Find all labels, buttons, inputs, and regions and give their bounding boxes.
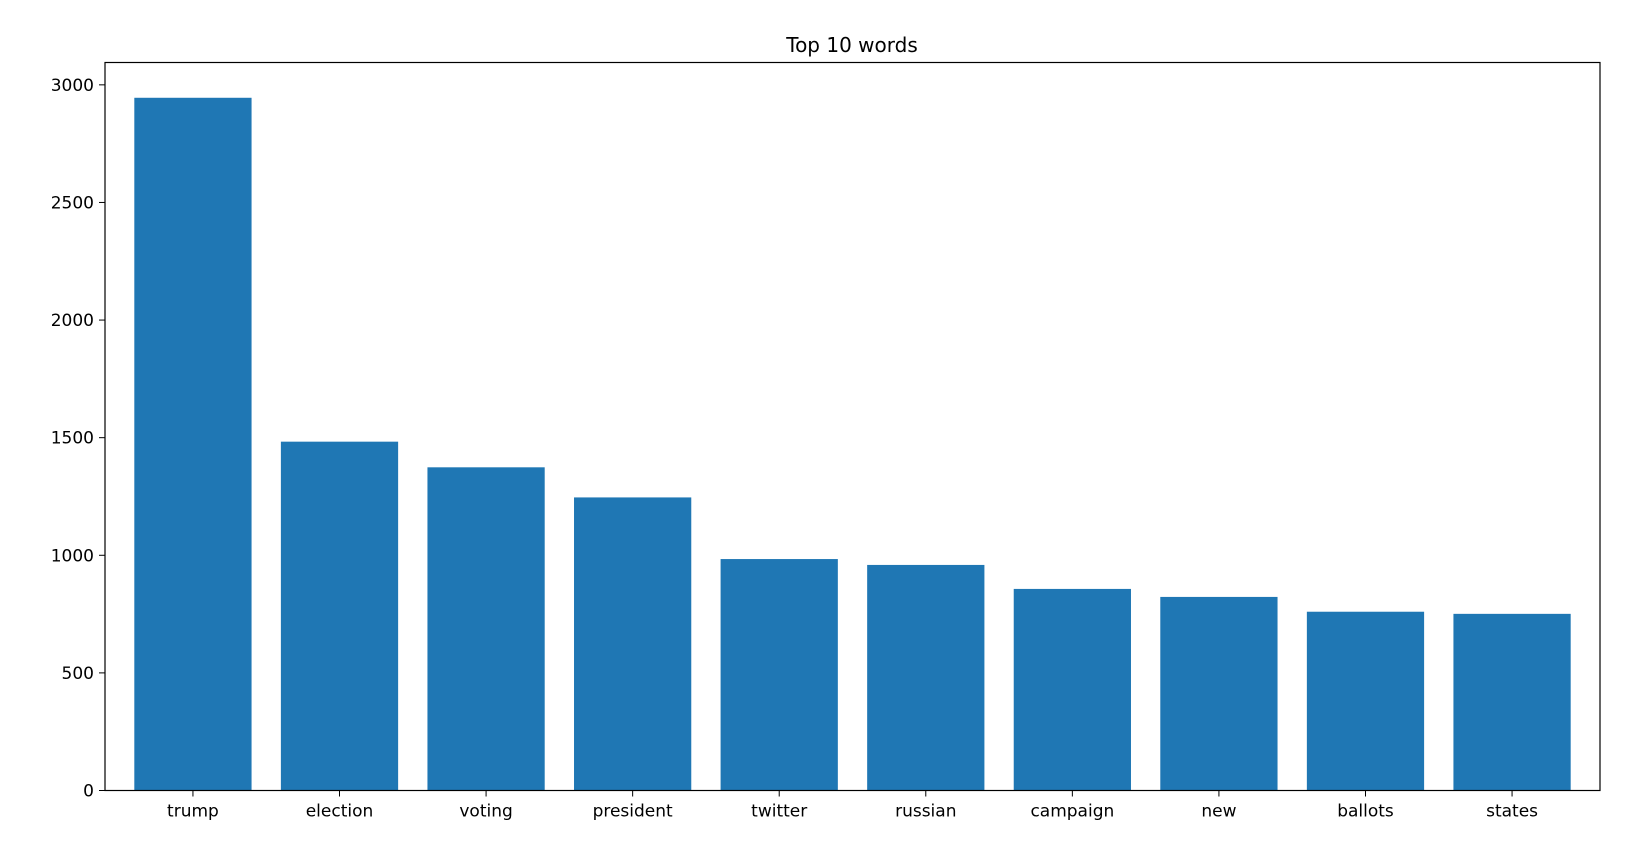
x-tick-label-russian: russian [895, 802, 956, 822]
y-tick-label: 500 [62, 664, 94, 684]
bar-voting [427, 467, 545, 791]
bar-new [1160, 596, 1278, 791]
y-axis: 0 500 1000 1500 2000 2500 3000 [51, 76, 105, 802]
y-tick-label: 1000 [51, 546, 94, 566]
bar-campaign [1013, 588, 1131, 791]
bar-twitter [720, 559, 838, 791]
x-tick-label-states: states [1486, 802, 1538, 822]
bar-states [1453, 613, 1571, 791]
x-tick-label-trump: trump [167, 802, 219, 822]
x-tick-label-voting: voting [459, 802, 512, 822]
bars-layer [134, 97, 1571, 791]
plot-frame [104, 61, 1601, 792]
x-tick-label-campaign: campaign [1030, 802, 1114, 822]
bar-ballots [1306, 611, 1425, 791]
x-tick-label-new: new [1201, 802, 1236, 822]
bar-election [280, 441, 399, 791]
chart-title: Top 10 words [785, 33, 918, 57]
x-tick-label-ballots: ballots [1337, 802, 1394, 822]
bar-president [574, 497, 692, 791]
y-tick-label: 1500 [51, 429, 94, 449]
y-tick-label: 0 [83, 782, 94, 802]
y-tick-label: 2000 [51, 311, 94, 331]
x-tick-label-election: election [306, 802, 374, 822]
x-tick-label-twitter: twitter [751, 802, 807, 822]
bar-russian [867, 564, 985, 791]
x-tick-label-president: president [593, 802, 673, 822]
x-axis: trump election voting president twitter russi… [167, 790, 1538, 822]
y-tick-label: 2500 [51, 193, 94, 213]
y-tick-label: 3000 [51, 76, 94, 96]
bar-trump [134, 97, 252, 791]
